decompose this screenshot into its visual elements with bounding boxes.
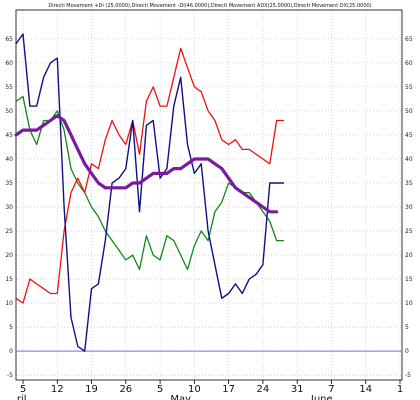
x-tick-label: 31 (291, 384, 304, 395)
y-tick-label-left: 30 (5, 204, 13, 211)
y-tick-label-left: 40 (5, 156, 13, 163)
y-tick-label-right: 20 (405, 252, 413, 259)
y-tick-label-right: 30 (405, 204, 413, 211)
y-tick-label-right: 60 (405, 60, 413, 67)
x-tick-label: 19 (85, 384, 98, 395)
y-tick-label-right: 5 (405, 324, 409, 331)
x-tick-label: 5 (157, 384, 163, 395)
x-tick-label: 24 (257, 384, 270, 395)
x-tick-label: 7 (328, 384, 334, 395)
y-tick-label-left: 0 (9, 348, 13, 355)
y-tick-label-right: 0 (405, 348, 409, 355)
y-tick-label-left: 65 (5, 36, 13, 43)
series-lines (14, 33, 285, 352)
x-tick-label: 5 (20, 384, 26, 395)
y-tick-label-right: 25 (405, 228, 413, 235)
series-line-plus-di (15, 47, 285, 304)
y-tick-label-right: 45 (405, 132, 413, 139)
y-tick-label-left: 50 (5, 108, 13, 115)
y-tick-label-left: 35 (5, 180, 13, 187)
y-tick-label-left: 25 (5, 228, 13, 235)
y-tick-label-right: -5 (405, 372, 411, 379)
chart-title: Directi Movement +Di (25.0000),Directi M… (48, 3, 371, 9)
y-tick-label-left: 10 (5, 300, 13, 307)
axes (15, 9, 403, 384)
x-tick-label: 10 (188, 384, 201, 395)
plot-frame (15, 9, 403, 381)
y-tick-label-right: 55 (405, 84, 413, 91)
x-tick-label: 1 (397, 384, 403, 395)
x-tick-label: 14 (359, 384, 372, 395)
y-tick-label-left: 60 (5, 60, 13, 67)
y-tick-label-left: -5 (7, 372, 13, 379)
y-tick-label-right: 35 (405, 180, 413, 187)
y-tick-label-left: 15 (5, 276, 13, 283)
x-tick-label: 17 (222, 384, 235, 395)
series-line-adx (14, 114, 279, 214)
y-tick-label-left: 20 (5, 252, 13, 259)
y-tick-label-right: 65 (405, 36, 413, 43)
grid (16, 10, 402, 380)
y-tick-label-left: 5 (9, 324, 13, 331)
x-tick-label: 26 (119, 384, 132, 395)
x-month-label: June (310, 394, 333, 400)
y-tick-label-left: 55 (5, 84, 13, 91)
y-tick-label-right: 10 (405, 300, 413, 307)
y-tick-label-right: 40 (405, 156, 413, 163)
y-tick-label-left: 45 (5, 132, 13, 139)
series-line-dx (15, 33, 285, 352)
x-month-label: ril (17, 394, 27, 400)
x-month-label: May (170, 394, 191, 400)
y-tick-label-right: 50 (405, 108, 413, 115)
x-tick-label: 12 (51, 384, 64, 395)
y-tick-label-right: 15 (405, 276, 413, 283)
